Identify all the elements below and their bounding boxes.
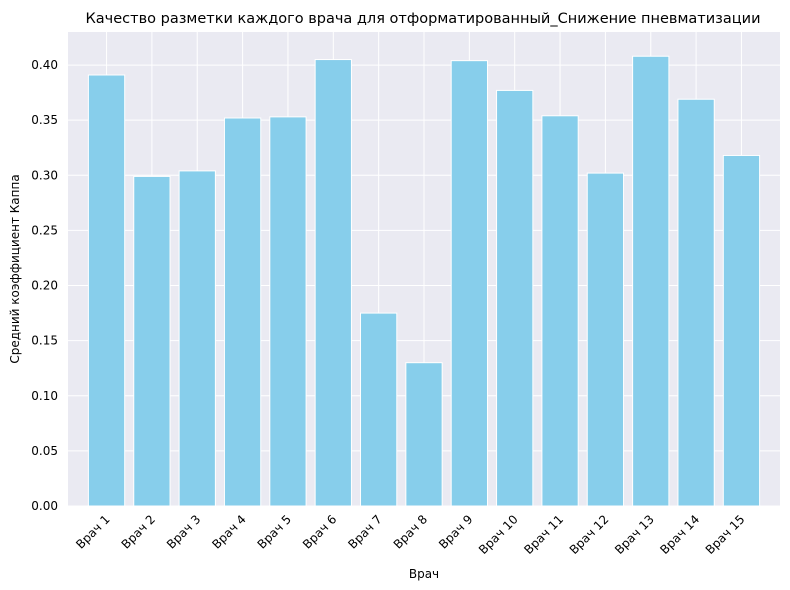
chart-title: Качество разметки каждого врача для отфо… — [86, 11, 761, 27]
y-tick-label: 0.05 — [31, 444, 58, 458]
bar — [87, 74, 126, 507]
x-tick-label: Врач 12 — [567, 512, 612, 557]
bar — [722, 154, 761, 507]
bar — [677, 98, 715, 507]
bar — [405, 362, 443, 507]
y-tick-label: 0.15 — [31, 334, 58, 348]
x-tick-label: Врач 1 — [73, 512, 112, 551]
bar — [450, 60, 488, 507]
x-tick-label: Врач 13 — [612, 512, 657, 557]
y-axis-label: Средний коэффициент Каппа — [8, 174, 22, 363]
x-axis-label: Врач — [409, 567, 439, 581]
y-tick-label: 0.30 — [31, 168, 58, 182]
bar — [178, 170, 216, 507]
y-tick-label: 0.10 — [31, 389, 58, 403]
y-tick-label: 0.20 — [31, 279, 58, 293]
y-tick-label: 0.40 — [31, 58, 58, 72]
bar — [632, 55, 670, 507]
x-tick-label: Врач 2 — [119, 512, 158, 551]
bar — [269, 116, 307, 507]
bar — [541, 115, 579, 507]
bar — [133, 175, 171, 507]
y-tick-label: 0.25 — [31, 223, 58, 237]
bar — [314, 59, 352, 507]
x-axis-ticks: Врач 1 Врач 2 Врач 3 Врач 4 Врач 5 Врач 6 Врач… — [73, 512, 747, 557]
x-tick-label: Врач 11 — [521, 512, 566, 557]
bar — [496, 89, 534, 507]
x-tick-label: Врач 7 — [345, 512, 384, 551]
bar — [223, 117, 262, 507]
x-tick-label: Врач 14 — [657, 512, 702, 557]
x-tick-label: Врач 3 — [164, 512, 203, 551]
x-tick-label: Врач 15 — [703, 512, 748, 557]
y-axis-ticks: 0.00 0.05 0.10 0.15 0.20 0.25 0.30 0.35 0.40 — [31, 58, 58, 513]
bar — [586, 172, 625, 507]
y-tick-label: 0.00 — [31, 499, 58, 513]
bar — [360, 312, 398, 507]
y-tick-label: 0.35 — [31, 113, 58, 127]
x-tick-label: Врач 10 — [476, 512, 521, 557]
x-tick-label: Врач 6 — [300, 512, 339, 551]
x-tick-label: Врач 4 — [209, 512, 248, 551]
bars — [87, 55, 761, 507]
x-tick-label: Врач 5 — [255, 512, 294, 551]
x-tick-label: Врач 9 — [436, 512, 475, 551]
x-tick-label: Врач 8 — [391, 512, 430, 551]
